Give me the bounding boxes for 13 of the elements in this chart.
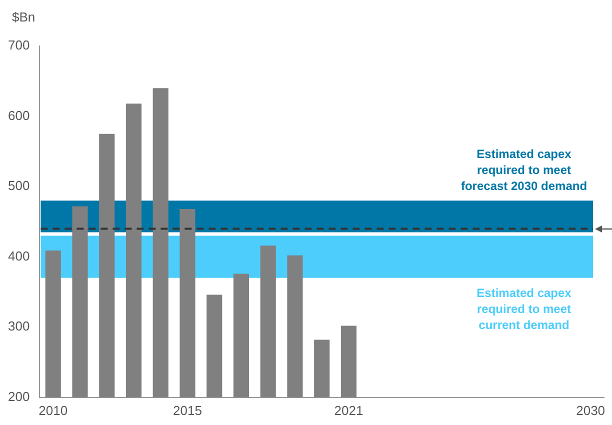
y-tick-label: 300 — [8, 318, 30, 334]
y-tick-label: 600 — [8, 108, 30, 123]
y-axis-title: $Bn — [12, 10, 36, 25]
band-label: Estimated capex required to meet current demand — [476, 286, 572, 332]
y-tick-label: 700 — [8, 38, 30, 53]
x-tick-label: 2015 — [173, 402, 202, 418]
x-tick-label: 2021 — [334, 402, 364, 418]
x-tick-label: 2030 — [576, 402, 606, 418]
y-tick-label: 500 — [8, 178, 30, 194]
y-tick-label: 200 — [8, 388, 30, 404]
y-tick-label: 400 — [8, 248, 30, 264]
band-label: Estimated capex required to meet forecast 2030 demand — [460, 146, 588, 193]
x-tick-label: 2010 — [38, 402, 68, 418]
